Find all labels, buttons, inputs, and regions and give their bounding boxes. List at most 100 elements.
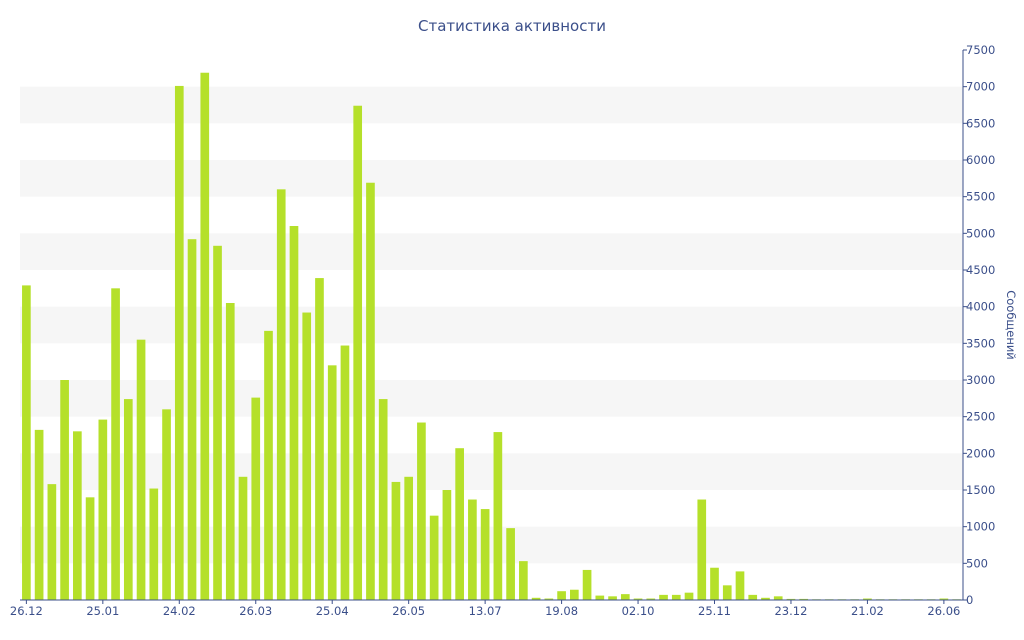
bar: [47, 484, 57, 600]
grid-band: [20, 306, 963, 344]
x-tick-label: 25.04: [316, 604, 349, 618]
bar: [442, 490, 452, 600]
y-tick-label: 500: [966, 556, 988, 570]
bar: [340, 345, 350, 600]
bar: [582, 569, 592, 600]
bar: [697, 499, 707, 600]
y-tick-label: 6000: [966, 153, 995, 167]
x-tick-label: 24.02: [163, 604, 196, 618]
bar: [595, 595, 605, 600]
y-tick-label: 7000: [966, 80, 995, 94]
bar: [519, 561, 528, 600]
bar: [353, 105, 363, 600]
bar: [200, 72, 210, 601]
y-tick-label: 4500: [966, 263, 995, 277]
bar: [378, 399, 388, 600]
bar: [264, 330, 273, 600]
bar: [480, 509, 490, 600]
bar: [531, 597, 541, 600]
bar: [85, 497, 95, 600]
y-axis: 0 500 1000 1500 2000 2500 3000 3500 4000 4500 5000…: [962, 43, 995, 607]
y-tick-label: 0: [966, 593, 973, 607]
bar: [748, 594, 758, 600]
grid-band: [20, 526, 963, 564]
bar: [187, 239, 197, 600]
bar: [98, 419, 108, 600]
bar: [799, 598, 809, 600]
bar: [73, 431, 82, 600]
bar: [710, 567, 719, 600]
x-tick-label: 26.03: [239, 604, 272, 618]
bar: [391, 481, 401, 600]
grid-band: [20, 160, 963, 197]
bar: [646, 598, 656, 600]
bar: [735, 571, 745, 600]
bar: [544, 598, 554, 600]
chart-title: Статистика активности: [418, 17, 606, 35]
grid-band: [20, 86, 963, 124]
bar: [455, 448, 464, 600]
bar: [149, 488, 159, 600]
bar: [493, 432, 503, 600]
bar: [684, 592, 694, 600]
bar: [213, 245, 222, 601]
bar: [608, 596, 617, 600]
x-tick-label: 21.02: [851, 604, 884, 618]
bar: [136, 339, 146, 600]
bar: [327, 365, 337, 600]
bar: [570, 589, 579, 600]
bar: [22, 285, 31, 600]
y-tick-label: 2000: [966, 446, 995, 460]
bar: [773, 596, 783, 600]
bar: [863, 598, 872, 600]
bar: [34, 429, 44, 600]
y-axis-title: Сообщений: [1004, 290, 1018, 360]
grid-band: [20, 453, 963, 490]
bar: [429, 515, 439, 600]
x-tick-label: 26.12: [10, 604, 43, 618]
x-axis: 26.12 25.01 24.02 26.03 25.04 26.05 13.07 19.08…: [10, 599, 963, 618]
bar: [302, 312, 312, 600]
x-tick-label: 25.01: [86, 604, 119, 618]
bar: [174, 85, 184, 601]
bars: [22, 72, 961, 601]
y-tick-label: 3500: [966, 336, 995, 350]
grid-band: [20, 380, 963, 417]
y-tick-label: 7500: [966, 43, 995, 57]
y-tick-label: 1000: [966, 520, 995, 534]
x-tick-label: 13.07: [469, 604, 502, 618]
x-tick-label: 23.12: [774, 604, 807, 618]
bar: [939, 598, 949, 600]
bar: [761, 597, 770, 600]
bar: [111, 288, 120, 600]
bar: [60, 380, 69, 600]
bar: [786, 598, 796, 600]
background-bands: [20, 86, 963, 564]
bar: [366, 182, 375, 601]
bar: [162, 409, 171, 600]
y-tick-label: 6500: [966, 116, 995, 130]
x-tick-label: 19.08: [545, 604, 578, 618]
bar: [633, 598, 643, 600]
y-tick-label: 5500: [966, 190, 995, 204]
bar: [315, 278, 324, 600]
bar: [557, 591, 566, 600]
bar: [123, 399, 133, 600]
bar: [468, 499, 477, 600]
y-tick-label: 5000: [966, 226, 995, 240]
bar: [225, 303, 235, 600]
x-tick-label: 26.06: [927, 604, 960, 618]
y-tick-label: 4000: [966, 300, 995, 314]
x-tick-label: 02.10: [622, 604, 655, 618]
bar: [722, 585, 732, 600]
bar: [276, 189, 286, 600]
bar: [238, 476, 248, 600]
x-tick-label: 26.05: [392, 604, 425, 618]
bar: [620, 594, 630, 600]
y-tick-label: 1500: [966, 483, 995, 497]
bar: [251, 397, 261, 600]
y-tick-label: 2500: [966, 410, 995, 424]
bar: [417, 422, 426, 600]
bar: [671, 594, 681, 600]
